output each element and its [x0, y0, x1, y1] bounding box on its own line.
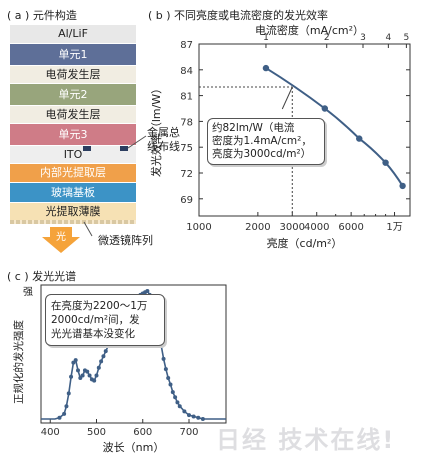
spectrum-point	[96, 365, 101, 370]
spectrum-point	[175, 400, 180, 405]
x-tick-label: 3000	[280, 222, 305, 233]
spectrum-point	[92, 378, 97, 383]
spectrum-point	[64, 404, 69, 409]
efficiency-annotation: 约82lm/W（电流 密度为1.4mA/cm²， 亮度为3000cd/m²）	[207, 118, 325, 165]
panel-b-title: ( b ) 不同亮度或电流密度的发光效率	[148, 9, 329, 22]
y-tick-label: 75	[180, 143, 193, 154]
spectrum-point	[80, 373, 85, 378]
y-tick-label: 87	[180, 40, 193, 51]
spectrum-point	[187, 413, 191, 418]
y-tick-label: 84	[180, 66, 193, 77]
metal-bus-left	[83, 146, 91, 151]
y-tick-label: 72	[180, 169, 193, 180]
microlens-leader	[83, 221, 93, 237]
spectrum-point	[145, 289, 150, 293]
spectrum-point	[94, 373, 99, 378]
panel-c-title: ( c ) 发光光谱	[7, 270, 77, 283]
data-point	[321, 105, 329, 112]
secondary-tick-label: 3	[360, 33, 366, 43]
spectrum-point	[166, 376, 171, 381]
watermark: 日经 技术在线!	[216, 426, 396, 454]
spectrum-point	[163, 367, 168, 372]
x-tick-label: 700	[179, 427, 198, 438]
x-axis-label: 波长（nm）	[103, 441, 165, 454]
y-tick-label: 78	[180, 117, 193, 128]
spectrum-point	[161, 356, 166, 361]
x-tick-label: 1万	[386, 222, 402, 233]
y-axis-label: 发光效率（lm/W）	[149, 83, 163, 177]
spectrum-point	[76, 368, 80, 373]
layer-2: 电荷发生层	[10, 66, 136, 83]
x-tick-label: 600	[133, 427, 152, 438]
y-tick-label: 81	[180, 92, 193, 103]
layer-3: 单元2	[10, 84, 136, 105]
spectrum-point	[168, 382, 173, 387]
spectrum-point	[182, 409, 187, 414]
light-label: 光	[56, 232, 66, 243]
spectrum-point	[73, 358, 78, 363]
metal-bus-right	[120, 146, 128, 151]
secondary-axis-label: 电流密度（mA/cm²）	[255, 23, 364, 37]
data-point	[382, 159, 389, 166]
panel-a-title: ( a ) 元件构造	[7, 9, 77, 22]
secondary-tick-label: 4	[385, 33, 391, 43]
x-tick-label: 500	[87, 427, 106, 438]
x-tick-label: 6000	[338, 222, 363, 233]
plot-frame	[40, 284, 227, 424]
spectrum-point	[103, 349, 108, 354]
spectrum-point	[85, 369, 90, 374]
microlens-array	[10, 220, 136, 224]
spectrum-point	[99, 359, 104, 364]
x-tick-label: 400	[41, 427, 60, 438]
light-arrow-shape	[42, 227, 80, 253]
layer-7: 内部光提取层	[10, 164, 136, 182]
layer-8: 玻璃基板	[10, 183, 136, 202]
wiring-label: 金属总 线布线	[147, 126, 180, 153]
spectrum-point	[57, 415, 62, 420]
plot-frame	[198, 43, 411, 217]
annotation-leader	[281, 86, 293, 110]
secondary-tick-label: 5	[404, 33, 410, 43]
layer-5: 单元3	[10, 124, 136, 145]
spectrum-point	[62, 411, 67, 416]
spectrum-point	[69, 374, 74, 379]
spectrum-point	[196, 415, 201, 420]
spectrum-point	[200, 417, 205, 421]
data-point	[262, 64, 270, 72]
wiring-leader	[83, 135, 147, 151]
spectrum-point	[170, 390, 175, 395]
spectrum-point	[191, 414, 196, 419]
x-tick-label: 1000	[186, 222, 211, 233]
spectrum-annotation: 在亮度为2200～1万 2000cd/m²间，发 光光谱基本没变化	[45, 294, 165, 346]
spectrum-point	[173, 395, 178, 400]
layer-9: 光提取薄膜	[10, 203, 136, 220]
x-tick-label: 4000	[304, 222, 329, 233]
spectrum-point	[71, 360, 76, 365]
spectrum-point	[66, 391, 71, 396]
y-tick-label: 69	[180, 195, 193, 206]
spectrum-point	[177, 404, 182, 409]
data-point	[399, 182, 406, 190]
spectrum-point	[87, 373, 92, 378]
x-tick-label: 2000	[245, 222, 270, 233]
layer-1: 单元1	[10, 44, 136, 65]
x-axis-label: 亮度（cd/m²）	[267, 236, 343, 250]
microlens-label: 微透镜阵列	[98, 234, 153, 247]
layer-4: 电荷发生层	[10, 106, 136, 123]
y-axis-label: 正规化的发光强度	[12, 320, 25, 404]
y-top-label: 强	[23, 286, 33, 298]
layer-6: ITO	[10, 146, 136, 163]
layer-0: Al/LiF	[10, 25, 136, 43]
spectrum-point	[101, 354, 106, 359]
data-point	[356, 135, 363, 142]
secondary-tick-label: 2	[324, 33, 330, 43]
secondary-tick-label: 1	[263, 33, 269, 43]
spectrum-point	[78, 376, 83, 381]
light-arrow	[42, 227, 80, 253]
